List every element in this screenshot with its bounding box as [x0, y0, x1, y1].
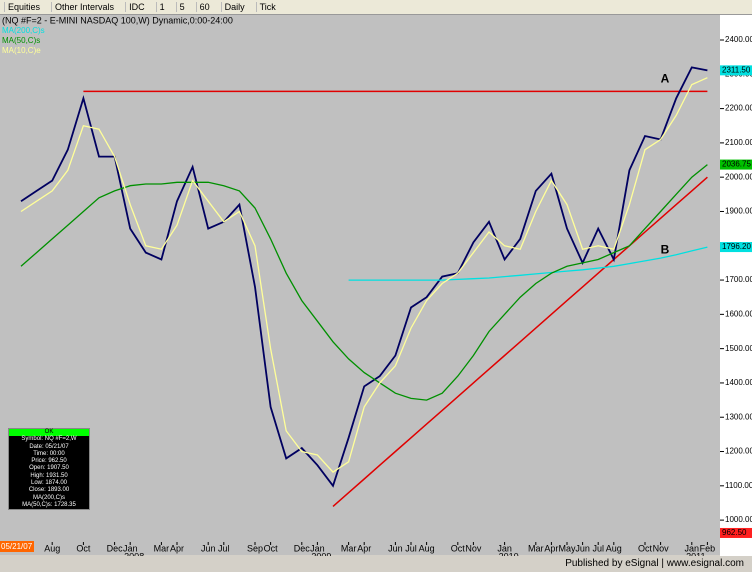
y-tick-label: 1400.00 [725, 378, 752, 387]
trendline [332, 176, 708, 507]
data-window-row: Price: 962.50 [31, 458, 67, 465]
value-box-label: 1796.20 [722, 242, 751, 251]
toolbar-item: Tick [255, 2, 279, 12]
footer-text: Published by eSignal | www.esignal.com [565, 558, 744, 569]
data-window-row: Time: 00:00 [33, 450, 65, 457]
toolbar-item: Other Intervals [51, 2, 117, 12]
value-box [720, 242, 752, 253]
start-date: 05/21/07 [1, 542, 33, 551]
toolbar-item: Daily [220, 2, 248, 12]
y-tick-label: 1000.00 [725, 515, 752, 524]
legend-entry: MA(200,C)s [2, 26, 45, 35]
x-tick-label: Jan [123, 543, 138, 553]
y-tick-label: 1700.00 [725, 275, 752, 284]
ma-line [20, 77, 708, 473]
y-tick-label: 2200.00 [725, 104, 752, 113]
chart-title: (NQ #F=2 - E-MINI NASDAQ 100,W) Dynamic,… [2, 15, 233, 25]
y-tick-label: 2400.00 [725, 35, 752, 44]
value-box-label: 2036.75 [722, 160, 751, 169]
x-tick-label: Jan [685, 543, 700, 553]
y-tick-label: 1900.00 [725, 207, 752, 216]
x-tick-label: Mar [528, 543, 544, 553]
x-tick-label: Feb [700, 543, 716, 553]
x-tick-label: Apr [170, 543, 184, 553]
value-box [720, 159, 752, 170]
trendline-label: B [661, 243, 670, 257]
data-window-row: Low: 1874.00 [30, 480, 68, 487]
y-tick-label: 1500.00 [725, 344, 752, 353]
x-tick-label: Jul [592, 543, 604, 553]
price-line [20, 66, 708, 488]
chart: (NQ #F=2 - E-MINI NASDAQ 100,W) Dynamic,… [0, 15, 752, 571]
x-tick-label: Apr [357, 543, 371, 553]
value-box-label: 962.50 [722, 528, 747, 537]
ma-line [20, 164, 708, 401]
x-tick-label: Oct [264, 543, 279, 553]
x-tick-label: Nov [653, 543, 670, 553]
x-tick-label: Aug [606, 543, 622, 553]
toolbar-item: Equities [4, 2, 43, 12]
toolbar-item: IDC [125, 2, 148, 12]
data-window-row: Symbol: NQ #F=2,W [21, 436, 77, 443]
x-tick-label: Jan [497, 543, 512, 553]
y-tick-label: 2100.00 [725, 138, 752, 147]
x-tick-label: Aug [44, 543, 60, 553]
value-box-label: 2311.50 [722, 65, 751, 74]
trendline-label: A [661, 72, 670, 86]
y-tick-label: 1300.00 [725, 412, 752, 421]
x-tick-label: Sep [247, 543, 263, 553]
x-tick-label: Oct [76, 543, 91, 553]
y-tick-label: 1100.00 [725, 481, 752, 490]
x-tick-label: May [558, 543, 576, 553]
y-tick-label: 1200.00 [725, 447, 752, 456]
toolbar-item: 5 [175, 2, 188, 12]
x-tick-label: Mar [341, 543, 357, 553]
x-tick-label: Jan [310, 543, 325, 553]
data-window: OK Symbol: NQ #F=2,W Date: 05/21/07 Time: 0… [8, 428, 90, 511]
data-window-row: OK [9, 429, 89, 437]
x-tick-label: Jul [405, 543, 417, 553]
legend-entry: MA(50,C)s [2, 36, 40, 45]
toolbar-item: 60 [195, 2, 213, 12]
x-tick-label: Oct [451, 543, 466, 553]
date-box [0, 541, 34, 552]
x-tick-label: Mar [154, 543, 170, 553]
data-window-row: High: 1931.50 [30, 472, 68, 479]
x-tick-label: Dec [107, 543, 124, 553]
value-box [720, 527, 752, 538]
toolbar-item: 1 [155, 2, 168, 12]
value-box [720, 65, 752, 76]
data-window-row: Date: 05/21/07 [29, 443, 69, 450]
x-tick-label: Jul [218, 543, 230, 553]
x-tick-label: Apr [544, 543, 558, 553]
y-tick-label: 1600.00 [725, 309, 752, 318]
data-window-row: Open: 1907.50 [29, 465, 69, 472]
x-tick-label: Dec [294, 543, 311, 553]
x-tick-label: Aug [419, 543, 435, 553]
x-tick-label: Oct [638, 543, 653, 553]
axis-bg [720, 15, 752, 571]
data-window-row: Close: 1893.00 [28, 487, 70, 494]
toolbar: Equities Other Intervals IDC 1 5 60 Daily Tick [0, 0, 752, 15]
y-tick-label: 2000.00 [725, 172, 752, 181]
x-tick-label: Jun [575, 543, 590, 553]
ma-line [348, 246, 708, 281]
x-tick-label: Jun [388, 543, 403, 553]
plot-bg [0, 15, 720, 555]
data-window-row: MA(200,C)s [32, 494, 65, 501]
footer: Published by eSignal | www.esignal.com [0, 556, 752, 572]
x-tick-label: Nov [465, 543, 482, 553]
data-window-row: MA(50,C)s: 1728.35 [22, 501, 76, 508]
x-tick-label: Jun [201, 543, 216, 553]
legend-entry: MA(10,C)e [2, 46, 41, 55]
